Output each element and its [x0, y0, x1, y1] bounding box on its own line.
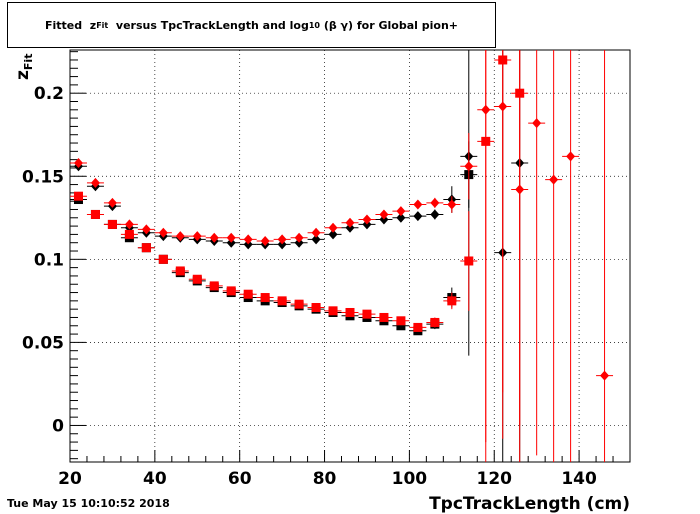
x-tick-label: 80: [313, 469, 337, 489]
data-point-square: [481, 136, 491, 146]
data-point-diamond: [73, 157, 83, 168]
axis-ticks: 20 40 60 80 100 120 140 0 0.05 0.1 0.15 0.2: [22, 51, 631, 489]
data-point-diamond: [209, 232, 219, 243]
data-point-diamond: [311, 234, 321, 245]
title-prefix: Fitted z: [45, 18, 97, 32]
data-point-square: [311, 303, 321, 312]
series-3: [70, 50, 529, 462]
data-point-diamond: [413, 199, 423, 210]
data-point-square: [192, 274, 202, 284]
data-point-diamond: [124, 219, 134, 230]
y-axis-label-sub: Fit: [22, 54, 35, 71]
data-point-diamond: [175, 231, 185, 242]
data-point-square: [243, 289, 253, 299]
y-tick-label: 0.05: [22, 333, 64, 353]
x-tick-label: 60: [228, 469, 252, 489]
x-tick-label: 40: [143, 469, 167, 489]
title-middle-sub: 10: [308, 20, 320, 30]
data-point-square: [413, 322, 423, 332]
data-point-diamond: [600, 370, 610, 381]
data-point-square: [328, 306, 338, 316]
data-point-square: [515, 88, 525, 98]
data-point-diamond: [345, 217, 355, 228]
data-point-diamond: [192, 231, 202, 242]
x-tick-label: 120: [476, 469, 512, 489]
data-point-square: [447, 296, 457, 306]
data-point-square: [226, 286, 236, 296]
data-point-square: [430, 317, 440, 327]
data-point-diamond: [328, 222, 338, 233]
data-series: [70, 50, 614, 462]
data-point-diamond: [362, 214, 372, 225]
title-prefix-sub: Fit: [96, 20, 109, 30]
data-point-diamond: [430, 197, 440, 208]
data-point-diamond: [413, 211, 423, 222]
x-tick-label: 140: [561, 469, 597, 489]
x-tick-label: 20: [58, 469, 82, 489]
data-point-diamond: [243, 234, 253, 245]
data-point-square: [107, 219, 117, 229]
plot-frame: [69, 49, 631, 463]
data-point-square: [277, 296, 287, 306]
data-point-square: [396, 321, 406, 331]
data-point-square: [464, 256, 474, 266]
data-point-square: [158, 254, 168, 264]
data-point-square: [141, 243, 151, 253]
data-point-square: [379, 312, 389, 322]
y-tick-label: 0: [52, 416, 64, 436]
title-suffix: (β γ) for Global pion+: [319, 18, 458, 32]
data-point-diamond: [464, 161, 474, 172]
chart-title: Fitted z Fit versus TpcTrackLength and lo…: [7, 2, 496, 48]
timestamp: Tue May 15 10:10:52 2018: [7, 497, 170, 510]
data-point-square: [209, 281, 219, 291]
x-tick-label: 100: [392, 469, 428, 489]
data-point-diamond: [328, 229, 338, 240]
data-point-diamond: [396, 206, 406, 217]
data-point-square: [90, 209, 100, 219]
data-point-square: [260, 293, 270, 303]
series-0: [70, 50, 529, 462]
data-point-diamond: [549, 174, 559, 185]
series-2: [70, 50, 614, 462]
y-tick-label: 0.15: [22, 167, 64, 187]
data-point-diamond: [90, 177, 100, 188]
x-axis-label: TpcTrackLength (cm): [429, 494, 630, 514]
y-axis-label: zFit: [13, 54, 35, 80]
data-point-square: [124, 229, 134, 239]
data-point-diamond: [260, 236, 270, 247]
data-point-square: [396, 316, 406, 326]
data-point-diamond: [430, 209, 440, 220]
data-point-square: [294, 299, 304, 309]
data-point-diamond: [447, 199, 457, 210]
y-tick-label: 0.2: [34, 84, 64, 104]
data-point-diamond: [566, 151, 576, 162]
data-point-square: [362, 309, 372, 319]
y-axis-label-main: z: [13, 70, 33, 80]
data-point-diamond: [311, 227, 321, 238]
data-point-diamond: [158, 227, 168, 238]
data-point-diamond: [396, 212, 406, 223]
title-middle: versus TpcTrackLength and log: [108, 18, 309, 32]
data-point-diamond: [141, 224, 151, 235]
data-point-diamond: [294, 232, 304, 243]
data-point-diamond: [107, 197, 117, 208]
data-point-diamond: [532, 118, 542, 129]
data-point-square: [175, 266, 185, 276]
data-point-diamond: [379, 209, 389, 220]
data-point-square: [498, 55, 508, 65]
grid: [70, 50, 630, 462]
data-point-diamond: [226, 232, 236, 243]
data-point-square: [345, 307, 355, 317]
data-point-diamond: [277, 234, 287, 245]
y-tick-label: 0.1: [34, 250, 64, 270]
data-point-square: [73, 191, 83, 201]
